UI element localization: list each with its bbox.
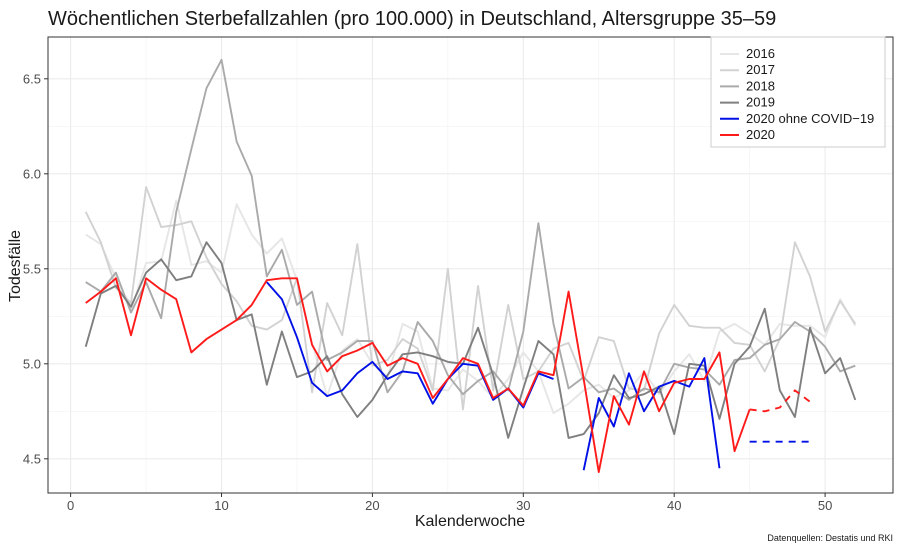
series-line-2 [85, 58, 856, 401]
y-tick-label: 6.0 [23, 166, 41, 181]
panel-border [47, 36, 894, 494]
legend-label-1: 2017 [746, 62, 775, 77]
legend-label-0: 2016 [746, 46, 775, 61]
x-axis-label: Kalenderwoche [415, 513, 525, 530]
legend-label-2: 2018 [746, 78, 775, 93]
y-tick-label: 5.5 [23, 261, 41, 276]
series-line-0 [85, 199, 857, 415]
series-line-3 [84, 241, 857, 439]
y-tick-label: 4.5 [23, 451, 41, 466]
x-tick-label: 40 [667, 498, 681, 513]
series-line-6 [85, 277, 751, 474]
x-tick-label: 10 [214, 498, 228, 513]
y-axis-label: Todesfälle [7, 230, 24, 302]
x-tick-label: 20 [365, 498, 379, 513]
chart-title: Wöchentlichen Sterbefallzahlen (pro 100.… [48, 8, 776, 30]
series-line-7 [749, 389, 811, 413]
x-tick-label: 50 [818, 498, 832, 513]
y-tick-label: 5.0 [23, 356, 41, 371]
legend-label-4: 2020 ohne COVID−19 [746, 111, 874, 126]
legend-box [710, 36, 886, 148]
y-tick-label: 6.5 [23, 71, 41, 86]
legend-label-5: 2020 [746, 127, 775, 142]
legend-label-3: 2019 [746, 95, 775, 110]
x-tick-label: 0 [67, 498, 74, 513]
x-tick-label: 30 [516, 498, 530, 513]
data-source-caption: Datenquellen: Destatis und RKI [767, 533, 893, 543]
